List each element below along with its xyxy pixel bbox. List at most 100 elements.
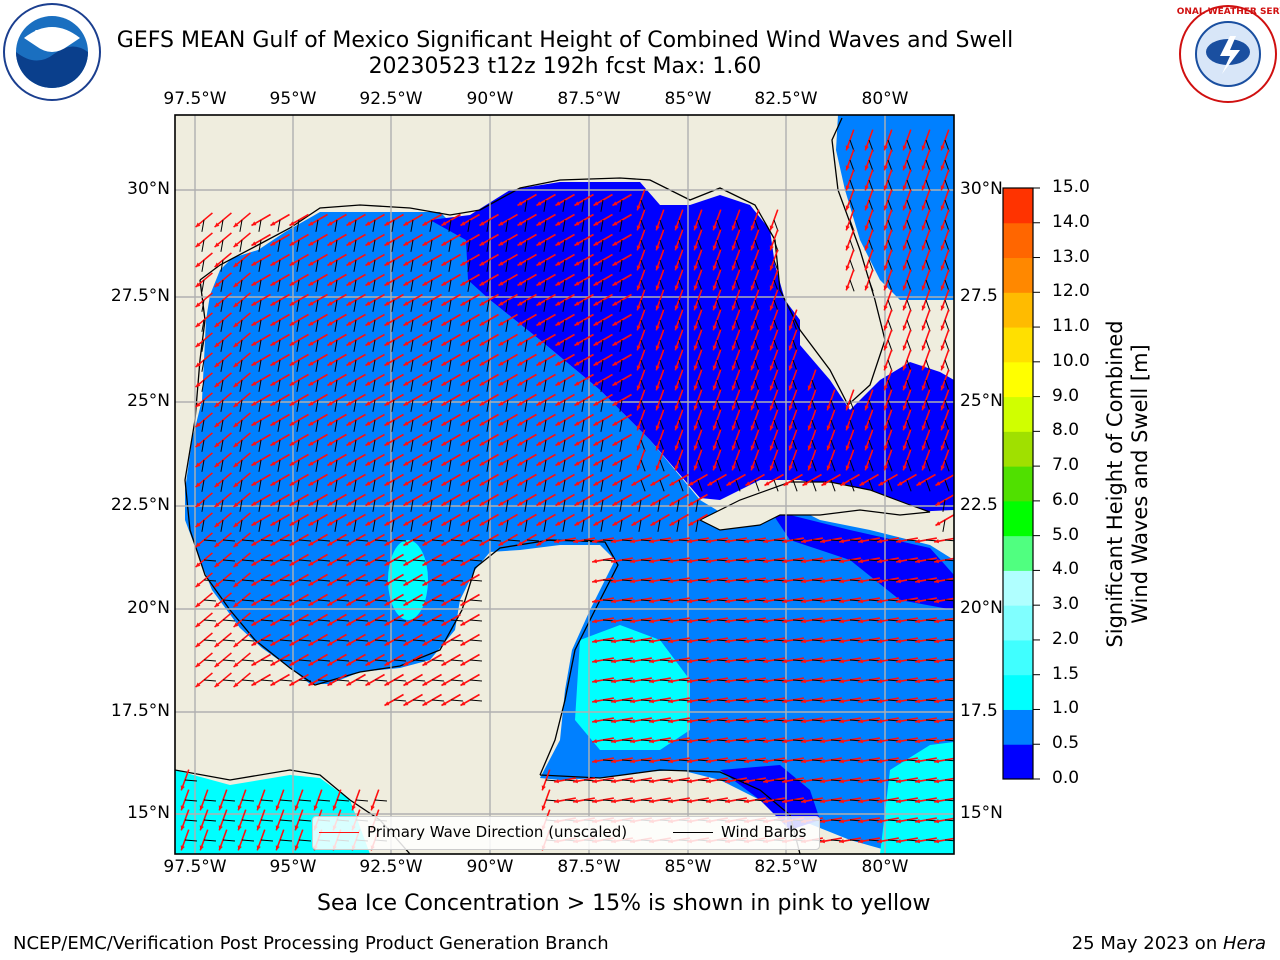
wind-barb xyxy=(334,219,338,232)
wind-barb xyxy=(353,519,357,532)
wave-arrow-head xyxy=(517,461,523,466)
wave-arrow-head xyxy=(365,461,371,466)
wave-arrow-head xyxy=(769,245,774,251)
wave-arrow-head xyxy=(668,538,673,544)
wave-arrow-head xyxy=(517,261,523,266)
wind-barb xyxy=(697,219,703,232)
wind-barb xyxy=(600,259,604,272)
wave-arrow-head xyxy=(441,401,447,406)
wave-arrow-head xyxy=(308,521,314,526)
wave-arrow-head xyxy=(649,558,654,564)
wave-arrow-head xyxy=(422,621,428,626)
mexico-coastline xyxy=(184,279,619,776)
wind-barb xyxy=(697,479,703,492)
wave-arrow-head xyxy=(921,165,926,171)
wind-barb xyxy=(944,579,954,582)
wave-arrow-head xyxy=(693,225,698,231)
wave-arrow-head xyxy=(592,658,597,664)
wave-arrow-head xyxy=(327,321,333,326)
wind-barb xyxy=(448,459,452,472)
lat-label-left: 30°N xyxy=(127,179,170,199)
wind-barb xyxy=(754,399,760,412)
wind-barb xyxy=(944,839,954,842)
wind-barb xyxy=(372,399,376,412)
wave-arrow-head xyxy=(536,421,542,426)
wind-barb xyxy=(372,459,376,472)
wave-arrow-head xyxy=(498,361,504,366)
wave-arrow-head xyxy=(801,718,806,724)
wave-arrow-head xyxy=(650,521,656,526)
wave-arrow-head xyxy=(630,538,635,544)
wave-arrow-head xyxy=(237,845,242,851)
wind-barb xyxy=(410,299,414,312)
wave-arrow-head xyxy=(668,578,673,584)
wave-arrow-head xyxy=(788,405,793,411)
wind-barb xyxy=(619,519,623,532)
wind-barb xyxy=(277,479,281,492)
wave-arrow-head xyxy=(593,401,599,406)
wave-arrow-head xyxy=(674,405,679,411)
wind-barb xyxy=(524,519,528,532)
wind-barb xyxy=(944,639,954,642)
wind-barb xyxy=(203,579,216,582)
wind-barb xyxy=(222,579,235,582)
wave-arrow-head xyxy=(630,618,635,624)
wave-arrow-head xyxy=(820,678,825,684)
wave-arrow-head xyxy=(574,401,580,406)
wind-barb xyxy=(429,459,433,472)
wave-arrow-head xyxy=(858,758,863,764)
wave-arrow-head xyxy=(821,481,827,486)
wave-arrow-head xyxy=(921,305,926,311)
wave-arrow-head xyxy=(864,425,869,431)
wind-barb xyxy=(410,279,414,292)
wind-barb xyxy=(581,479,585,492)
lon-label-bottom: 97.5°W xyxy=(163,857,227,877)
wave-arrow-head xyxy=(441,241,447,246)
wave-arrow-head xyxy=(403,701,409,706)
wind-barb xyxy=(849,199,855,212)
wave-arrow-head xyxy=(744,718,749,724)
wind-barb xyxy=(239,379,243,392)
wind-barb xyxy=(296,499,300,512)
wind-barb xyxy=(619,219,623,232)
wave-arrow-head xyxy=(365,381,371,386)
wave-arrow-head xyxy=(479,361,485,366)
wind-barb xyxy=(638,499,642,512)
wave-arrow-head xyxy=(706,598,711,604)
wave-arrow-head xyxy=(612,461,618,466)
wave-arrow-head xyxy=(902,165,907,171)
wave-arrow-head xyxy=(902,185,907,191)
wave-arrow-head xyxy=(327,641,333,646)
wind-barb xyxy=(450,539,463,542)
wave-arrow-head xyxy=(498,481,504,486)
wave-arrow-head xyxy=(934,758,939,764)
wave-arrow-head xyxy=(403,541,409,546)
wave-arrow-head xyxy=(308,361,314,366)
wind-barb xyxy=(505,439,509,452)
wave-arrow-head xyxy=(233,662,239,668)
wave-arrow-head xyxy=(517,541,523,546)
wave-arrow-head xyxy=(688,501,694,506)
wind-barb xyxy=(676,499,680,512)
wave-arrow-head xyxy=(940,325,945,331)
wind-barb xyxy=(315,439,319,452)
wind-barb xyxy=(334,379,338,392)
wind-barb xyxy=(372,339,376,352)
wind-barb xyxy=(697,359,703,372)
wave-arrow-head xyxy=(820,738,825,744)
wave-arrow-head xyxy=(921,145,926,151)
wind-barb xyxy=(619,399,623,412)
wind-barb xyxy=(944,739,954,742)
wave-arrow-head xyxy=(346,521,352,526)
wave-arrow-head xyxy=(712,265,717,271)
wind-barb xyxy=(431,659,444,662)
wave-arrow-head xyxy=(769,365,774,371)
wind-barb xyxy=(640,439,646,452)
wave-arrow-head xyxy=(195,582,201,588)
wind-barb xyxy=(410,319,414,332)
wave-arrow-head xyxy=(612,241,618,246)
wind-barb xyxy=(220,519,224,532)
wind-barb xyxy=(486,519,490,532)
wind-barb xyxy=(201,479,205,492)
wave-arrow-head xyxy=(706,578,711,584)
